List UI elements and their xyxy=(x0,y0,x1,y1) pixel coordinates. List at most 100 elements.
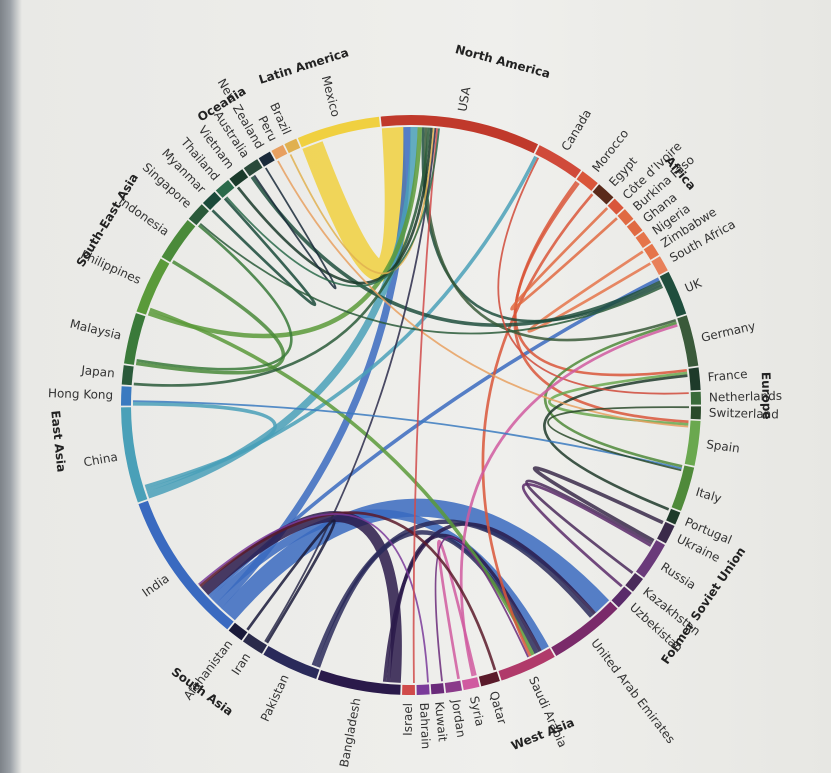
arc-ghana xyxy=(626,220,643,237)
arc-vietnam xyxy=(229,169,249,187)
arc-layer xyxy=(121,115,701,695)
arc-malaysia xyxy=(123,313,146,365)
label-bangladesh: Bangladesh xyxy=(337,697,364,769)
label-pakistan: Pakistan xyxy=(258,672,292,723)
label-russia: Russia xyxy=(658,560,698,593)
arc-india xyxy=(138,500,234,630)
arc-germany xyxy=(677,315,699,368)
ribbon-india-united-arab-emirates xyxy=(221,498,610,621)
label-kuwait: Kuwait xyxy=(432,701,450,743)
label-india: India xyxy=(140,571,172,599)
arc-france xyxy=(688,367,701,391)
label-italy: Italy xyxy=(694,485,723,506)
arc-brazil xyxy=(284,138,301,154)
arc-portugal xyxy=(666,508,681,525)
ribbon-myanmar-thailand xyxy=(211,197,317,307)
ribbon-brazil-usa xyxy=(289,127,435,275)
arc-iran xyxy=(242,633,268,654)
ribbon-kazakhstan-russia xyxy=(525,479,653,574)
ribbon-philippines-saudi-arabia xyxy=(149,307,535,656)
ribbon-syria-jordan xyxy=(437,539,477,680)
arc-singapore xyxy=(188,204,209,226)
ribbon-india-usa xyxy=(216,126,411,609)
ribbon-bangladesh-united-arab-emirates xyxy=(382,522,597,682)
ribbon-china-usa xyxy=(146,126,418,499)
arc-bahrain xyxy=(416,684,430,695)
arc-canada xyxy=(535,145,582,179)
ribbon-ukraine-russia xyxy=(532,466,664,543)
arc-morocco xyxy=(576,171,598,191)
region-latin-america: Latin America xyxy=(257,45,350,87)
ribbon-switzerland-italy xyxy=(547,406,689,472)
label-bahrain: Bahrain xyxy=(417,702,433,749)
ribbon-pakistan-saudi-arabia xyxy=(315,530,539,668)
ribbon-egypt-saudi-arabia xyxy=(481,193,594,657)
arc-burkina-faso xyxy=(617,209,634,226)
arc-peru xyxy=(271,144,288,160)
ribbon-portugal-france xyxy=(543,374,688,511)
ribbon-israel-usa xyxy=(412,128,439,683)
label-canada: Canada xyxy=(559,107,595,153)
arc-new-zealand xyxy=(258,151,275,167)
ribbon-qatar-india xyxy=(199,511,497,671)
arc-qatar xyxy=(478,671,500,687)
ribbon-burkina-faso-co-te-d-ivoire xyxy=(510,207,618,311)
label-hong-kong: Hong Kong xyxy=(48,386,114,402)
arc-uzbekistan xyxy=(611,586,632,608)
ribbon-morocco-france xyxy=(514,182,687,377)
arc-spain xyxy=(684,420,701,466)
ribbon-uk-australia xyxy=(250,175,662,327)
arc-bangladesh xyxy=(317,670,401,695)
label-japan: Japan xyxy=(80,363,116,381)
arc-netherlands xyxy=(690,391,701,405)
ribbon-vietnam-usa xyxy=(236,127,433,285)
label-china: China xyxy=(83,450,119,470)
label-jordan: Jordan xyxy=(449,698,469,739)
ribbon-pakistan-united-arab-emirates xyxy=(311,519,594,667)
ribbon-india-saudi-arabia xyxy=(210,509,549,651)
arc-australia xyxy=(243,159,263,177)
ribbon-zimbabwe-south-africa xyxy=(527,250,651,333)
region-north-america: North America xyxy=(454,42,552,81)
label-qatar: Qatar xyxy=(487,689,510,725)
ribbon-hong-kong-italy xyxy=(133,400,682,470)
arc-south-africa xyxy=(651,256,668,275)
ribbon-mexico-usa xyxy=(302,126,407,282)
label-iran: Iran xyxy=(229,650,254,677)
ribbon-bangladesh-saudi-arabia xyxy=(386,533,542,683)
ribbon-malaysia-singapore xyxy=(136,224,293,371)
ribbon-peru-spain xyxy=(277,160,689,428)
arc-thailand xyxy=(215,179,235,198)
arc-zimbabwe xyxy=(643,243,660,260)
arc-united-arab-emirates xyxy=(551,601,618,657)
arc-israel xyxy=(402,684,415,695)
arc-italy xyxy=(671,465,695,511)
ribbon-italy-germany xyxy=(544,321,683,468)
arc-china xyxy=(121,407,148,503)
ribbon-japan-usa xyxy=(133,127,431,387)
arc-switzerland xyxy=(690,406,701,420)
arc-myanmar xyxy=(202,191,222,210)
label-israel: Israel xyxy=(401,703,415,736)
label-germany: Germany xyxy=(700,319,757,345)
ribbon-afghanistan-iran xyxy=(246,519,336,644)
ribbon-uzbekistan-russia xyxy=(521,482,652,588)
arc-ukraine xyxy=(657,521,675,544)
ribbon-layer xyxy=(132,126,689,683)
ribbon-new-zealand-australia xyxy=(253,167,337,290)
arc-mexico xyxy=(297,116,381,148)
label-netherlands: Netherlands xyxy=(709,389,782,405)
arc-egypt xyxy=(592,184,614,205)
arc-saudi-arabia xyxy=(498,648,555,681)
label-spain: Spain xyxy=(705,437,740,455)
ribbon-bahrain-india xyxy=(198,513,429,683)
region-south-east-asia: South-East Asia xyxy=(74,171,141,269)
arc-nigeria xyxy=(635,231,652,248)
arc-jordan xyxy=(444,680,463,693)
label-mexico: Mexico xyxy=(319,74,343,118)
arc-philippines xyxy=(136,258,170,315)
region-east-asia: East Asia xyxy=(48,410,68,473)
arc-russia xyxy=(635,540,666,578)
ribbon-kuwait-saudi-arabia xyxy=(434,535,529,682)
